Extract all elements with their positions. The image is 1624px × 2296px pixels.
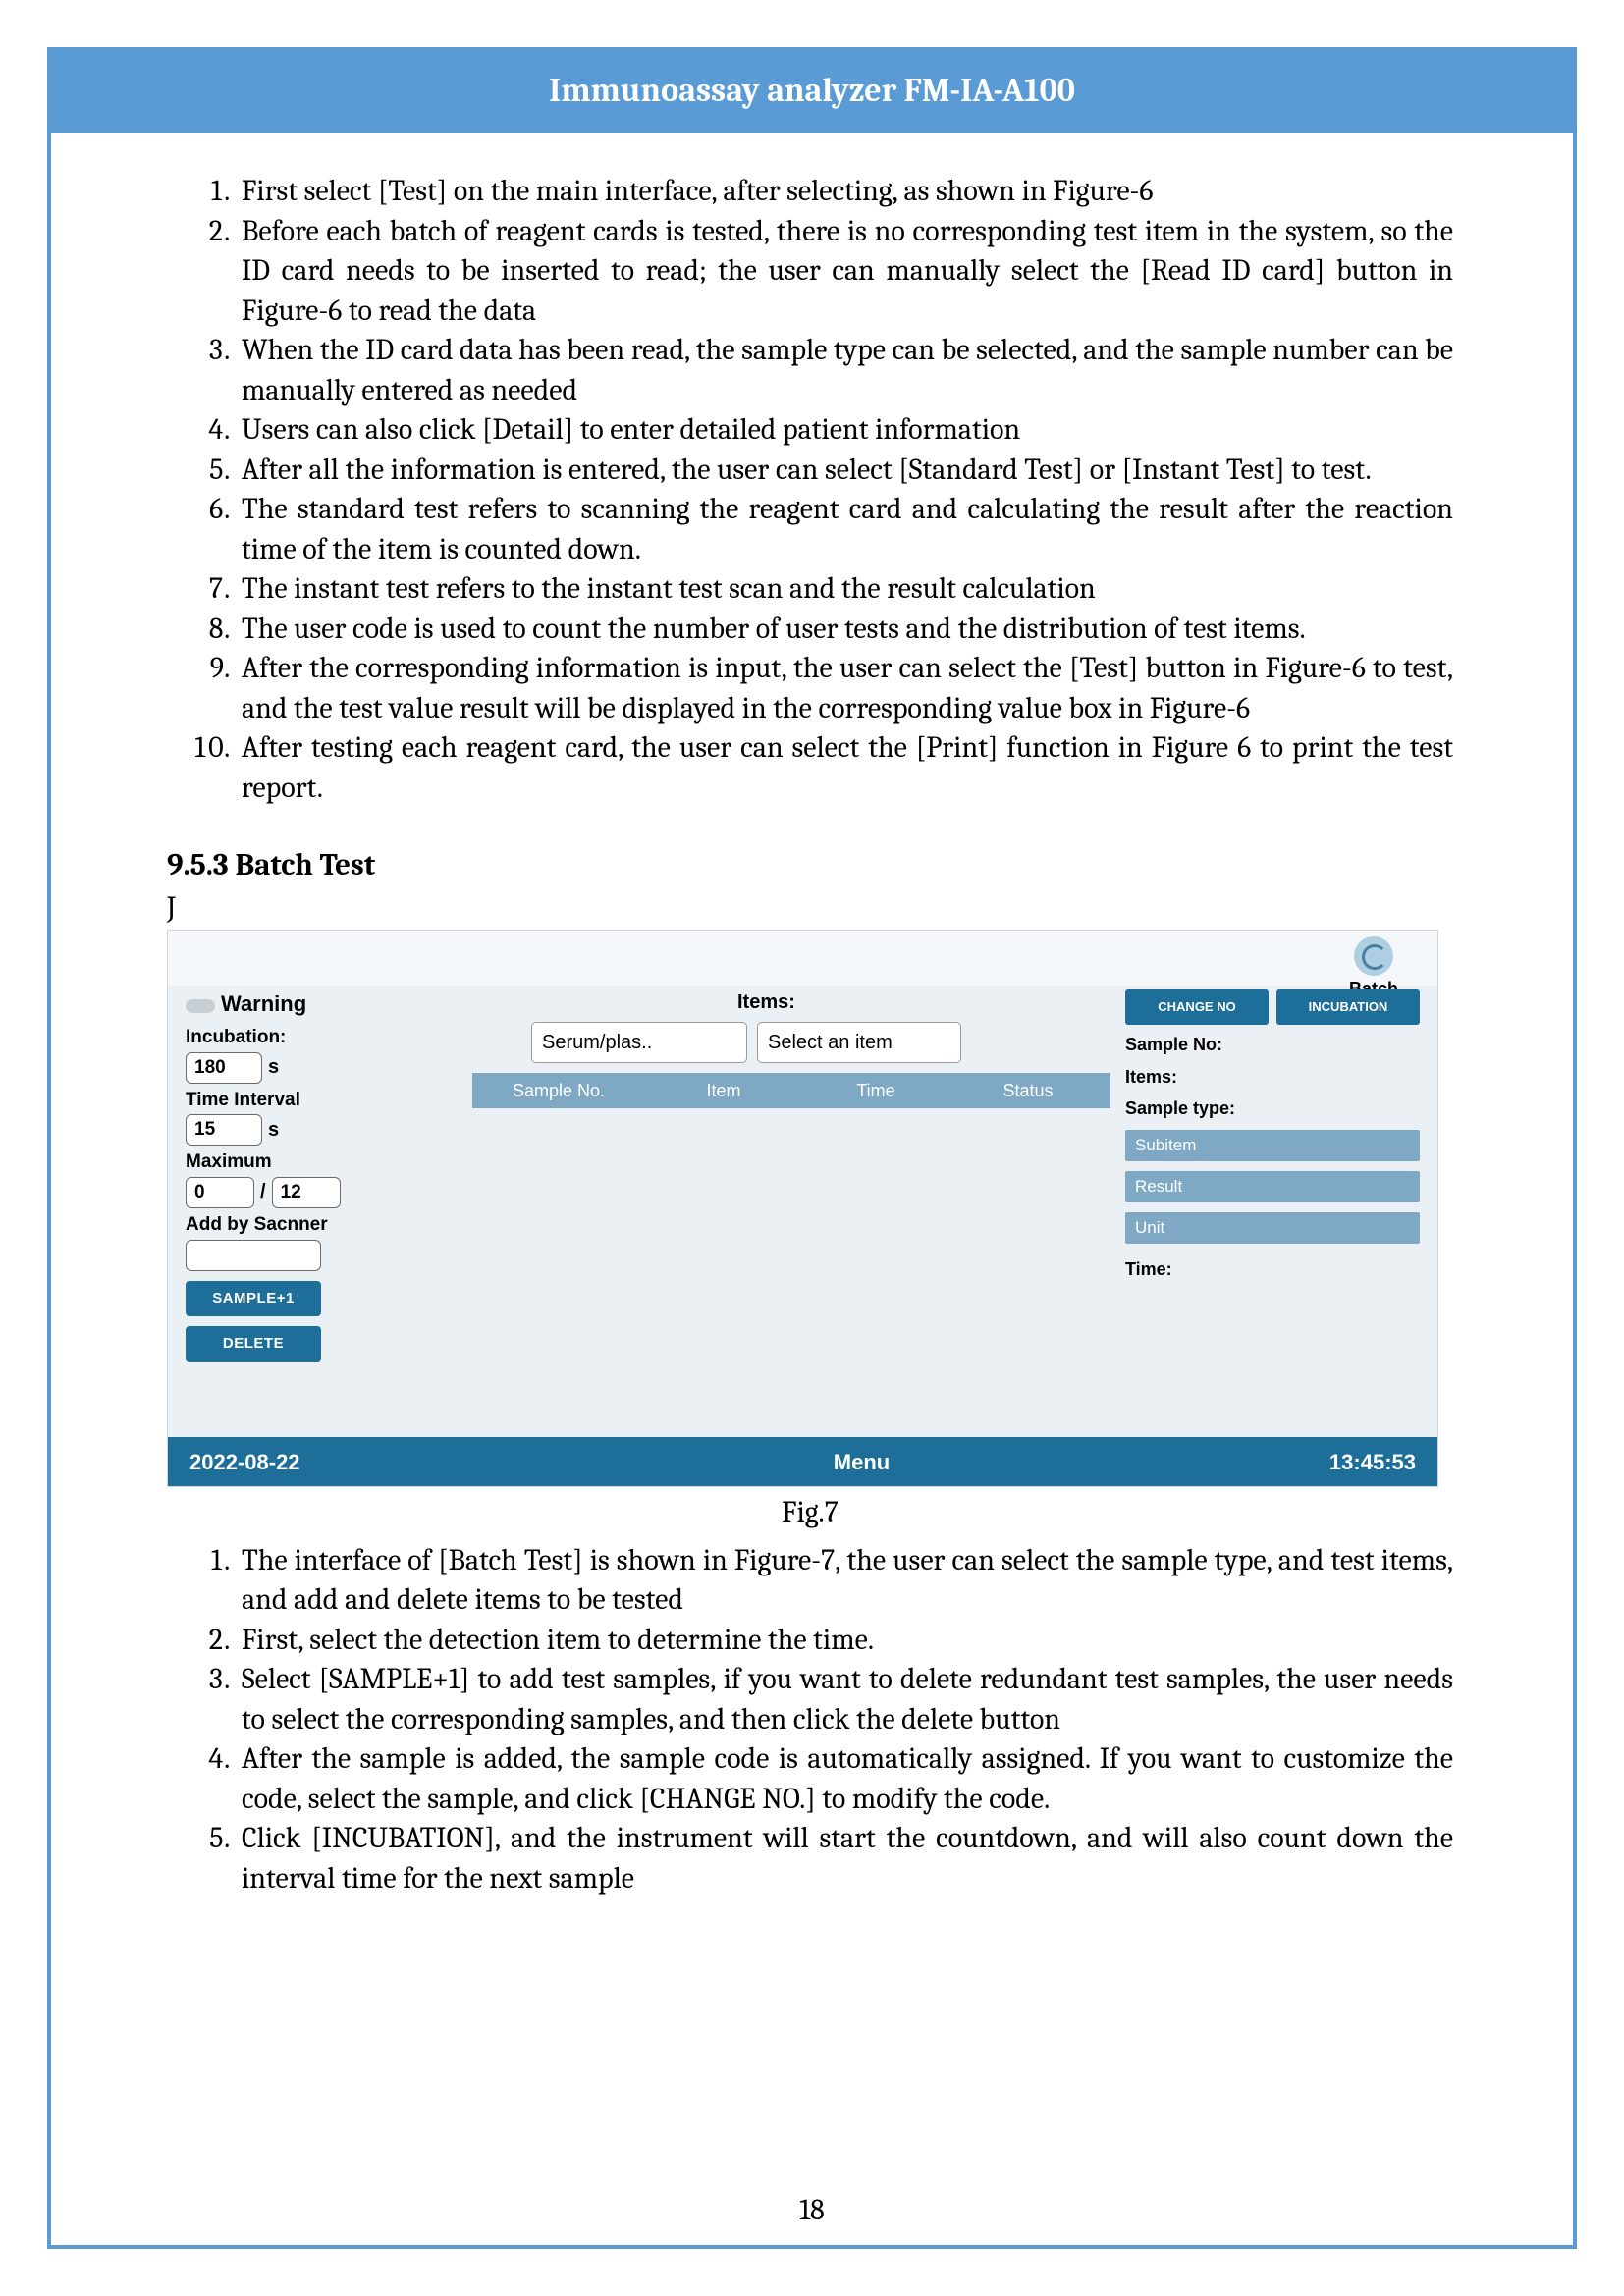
scanner-input[interactable] bbox=[186, 1240, 321, 1271]
items-label-right: Items: bbox=[1125, 1065, 1420, 1089]
sample-plus-one-button[interactable]: SAMPLE+1 bbox=[186, 1281, 321, 1316]
document-header: Immunoassay analyzer FM-IA-A100 bbox=[47, 47, 1577, 133]
instruction-list-1: First select [Test] on the main interfac… bbox=[167, 172, 1453, 808]
header-title: Immunoassay analyzer FM-IA-A100 bbox=[549, 71, 1075, 110]
incubation-button[interactable]: INCUBATION bbox=[1276, 989, 1420, 1025]
change-no-button[interactable]: CHANGE NO bbox=[1125, 989, 1269, 1025]
table-header: Sample No. Item Time Status bbox=[472, 1073, 1110, 1108]
interval-input[interactable]: 15 bbox=[186, 1114, 262, 1146]
warning-label: Warning bbox=[221, 991, 306, 1016]
max-separator: / bbox=[260, 1179, 266, 1205]
list-item: Users can also click [Detail] to enter d… bbox=[236, 410, 1453, 451]
incubation-label: Incubation: bbox=[186, 1025, 460, 1050]
th-item: Item bbox=[645, 1079, 802, 1102]
instruction-list-2: The interface of [Batch Test] is shown i… bbox=[167, 1541, 1453, 1899]
delete-button[interactable]: DELETE bbox=[186, 1326, 321, 1362]
stray-char: J bbox=[167, 888, 1453, 929]
list-item: Click [INCUBATION], and the instrument w… bbox=[236, 1819, 1453, 1898]
th-unit: Unit bbox=[1125, 1217, 1174, 1240]
list-item: First select [Test] on the main interfac… bbox=[236, 172, 1453, 212]
section-heading: 9.5.3 Batch Test bbox=[167, 845, 1453, 886]
list-item: The instant test refers to the instant t… bbox=[236, 569, 1453, 610]
list-item: The user code is used to count the numbe… bbox=[236, 610, 1453, 650]
interval-label: Time Interval bbox=[186, 1088, 460, 1113]
th-sample-no: Sample No. bbox=[472, 1079, 645, 1102]
list-item: After the corresponding information is i… bbox=[236, 649, 1453, 728]
result-table-header: Subitem bbox=[1125, 1130, 1420, 1161]
list-item: After the sample is added, the sample co… bbox=[236, 1739, 1453, 1819]
warning-icon bbox=[186, 999, 215, 1013]
th-subitem: Subitem bbox=[1125, 1135, 1206, 1157]
bottom-date: 2022-08-22 bbox=[168, 1448, 482, 1477]
warning-row: Warning bbox=[186, 989, 460, 1019]
list-item: Select [SAMPLE+1] to add test samples, i… bbox=[236, 1660, 1453, 1739]
menu-button[interactable]: Menu bbox=[482, 1448, 1241, 1477]
th-result: Result bbox=[1125, 1176, 1192, 1199]
list-item: First, select the detection item to dete… bbox=[236, 1621, 1453, 1661]
maximum-label: Maximum bbox=[186, 1149, 460, 1175]
incubation-input[interactable]: 180 bbox=[186, 1052, 262, 1084]
list-item: The interface of [Batch Test] is shown i… bbox=[236, 1541, 1453, 1621]
bottom-time: 13:45:53 bbox=[1241, 1448, 1437, 1477]
page-content: First select [Test] on the main interfac… bbox=[167, 172, 1453, 1898]
sample-type-label: Sample type: bbox=[1125, 1096, 1420, 1120]
batch-test-screenshot: Batch Warning Incubation: 180 s Time Int… bbox=[167, 930, 1438, 1487]
batch-icon bbox=[1354, 936, 1393, 976]
list-item: After all the information is entered, th… bbox=[236, 451, 1453, 491]
right-panel: CHANGE NO INCUBATION Sample No: Items: S… bbox=[1125, 989, 1420, 1281]
add-by-scanner-label: Add by Sacnner bbox=[186, 1212, 460, 1238]
list-item: When the ID card data has been read, the… bbox=[236, 331, 1453, 410]
th-time: Time bbox=[802, 1079, 949, 1102]
item-dropdown[interactable]: Select an item bbox=[757, 1022, 961, 1063]
bottom-bar: 2022-08-22 Menu 13:45:53 bbox=[168, 1437, 1437, 1486]
incubation-unit: s bbox=[268, 1054, 279, 1081]
max-a-input[interactable]: 0 bbox=[186, 1177, 254, 1208]
th-status: Status bbox=[949, 1079, 1107, 1102]
max-b-input[interactable]: 12 bbox=[272, 1177, 341, 1208]
figure-caption: Fig.7 bbox=[167, 1493, 1453, 1533]
center-panel: Items: Serum/plas.. Select an item Sampl… bbox=[472, 989, 1110, 1108]
list-item: After testing each reagent card, the use… bbox=[236, 728, 1453, 808]
result-table-header-3: Unit bbox=[1125, 1212, 1420, 1244]
items-label: Items: bbox=[737, 989, 1110, 1016]
figure-7: Batch Warning Incubation: 180 s Time Int… bbox=[167, 930, 1453, 1533]
sample-type-dropdown[interactable]: Serum/plas.. bbox=[531, 1022, 747, 1063]
interval-unit: s bbox=[268, 1117, 279, 1144]
time-label: Time: bbox=[1125, 1257, 1420, 1281]
left-panel: Warning Incubation: 180 s Time Interval … bbox=[186, 989, 460, 1361]
list-item: The standard test refers to scanning the… bbox=[236, 490, 1453, 569]
shot-topbar bbox=[168, 931, 1437, 986]
sample-no-label: Sample No: bbox=[1125, 1033, 1420, 1056]
page-number: 18 bbox=[799, 2193, 824, 2227]
result-table-header-2: Result bbox=[1125, 1171, 1420, 1202]
list-item: Before each batch of reagent cards is te… bbox=[236, 212, 1453, 332]
